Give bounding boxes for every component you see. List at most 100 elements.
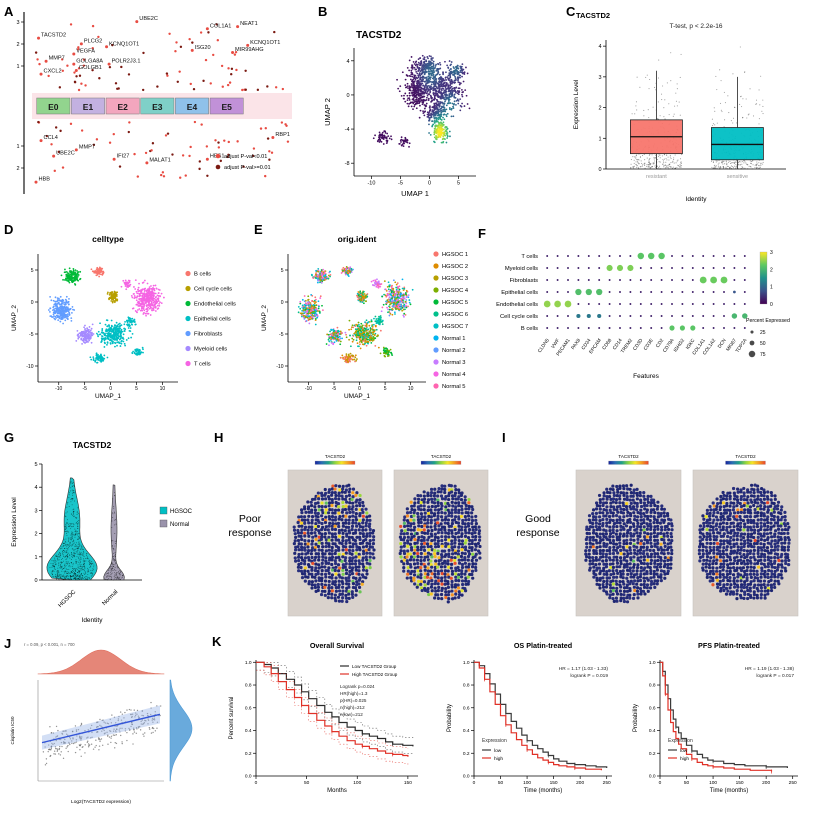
svg-text:0: 0 — [109, 386, 112, 392]
panel-A: A E0 E1 E2 E3 E4 E5 1 2 3 1 2 TACSTD2 PLCG2 UBE2C KCNQ… — [4, 4, 310, 204]
deg-significance-chart: E0 E1 E2 E3 E4 E5 1 2 3 1 2 TACSTD2 PLCG2 UBE2C KCNQ1O… — [4, 4, 310, 204]
svg-text:UMAP_1: UMAP_1 — [344, 393, 370, 400]
svg-text:TACSTD2: TACSTD2 — [41, 33, 66, 39]
svg-text:Fibroblasts: Fibroblasts — [194, 332, 222, 338]
svg-text:KCNQ1OT1: KCNQ1OT1 — [250, 40, 280, 46]
svg-text:1: 1 — [598, 136, 601, 142]
svg-text:VEGFA: VEGFA — [76, 49, 95, 55]
panel-B: B TACSTD2 -10 -5 0 5 -8 -4 0 4 UMAP 1 UMAP 2 — [318, 4, 488, 214]
svg-text:-10: -10 — [367, 181, 375, 187]
km-os-platin-chart: OS Platin-treated 0 50 100 150 200 250 0.0 0.2 0.… — [440, 634, 624, 812]
panel-K: K Overall Survival 0 50 100 150 0.0 0.2 0.4 0.6 0… — [212, 634, 812, 812]
svg-text:2: 2 — [16, 42, 19, 48]
svg-text:adjust P-val<0.01: adjust P-val<0.01 — [224, 154, 267, 160]
svg-text:-5: -5 — [29, 332, 34, 338]
panel-G: G TACSTD2 0 1 2 3 4 5 HGSOC Normal Identity Expres… — [4, 430, 212, 632]
svg-text:T-test, p < 2.2e-16: T-test, p < 2.2e-16 — [670, 23, 723, 30]
svg-text:E1: E1 — [83, 102, 94, 112]
svg-text:5: 5 — [457, 181, 460, 187]
svg-text:-5: -5 — [82, 386, 87, 392]
svg-text:3: 3 — [16, 20, 19, 26]
svg-text:MALAT1: MALAT1 — [149, 157, 170, 163]
svg-text:-10: -10 — [55, 386, 62, 392]
svg-text:Myeloid cells: Myeloid cells — [194, 347, 227, 353]
svg-text:UMAP 2: UMAP 2 — [323, 98, 332, 126]
svg-text:GOLGB1: GOLGB1 — [79, 65, 102, 71]
svg-text:-5: -5 — [279, 332, 284, 338]
svg-text:COL1A1: COL1A1 — [210, 23, 231, 29]
svg-text:0: 0 — [346, 93, 349, 99]
svg-text:-4: -4 — [345, 127, 350, 133]
svg-text:NEAT1: NEAT1 — [240, 21, 258, 27]
svg-text:0: 0 — [428, 181, 431, 187]
marker-dotplot-chart: T cells Myeloid cells Fibroblasts Epithelia… — [478, 226, 812, 416]
svg-text:ISG20: ISG20 — [195, 45, 211, 51]
svg-text:UMAP_2: UMAP_2 — [261, 305, 268, 331]
panel-D: D celltype -10 -5 0 5 10 -10 -5 0 5 UMAP_1 UMAP_2 B … — [4, 222, 252, 420]
svg-text:adjust P-val>=0.01: adjust P-val>=0.01 — [224, 165, 271, 171]
svg-text:0: 0 — [598, 167, 601, 173]
svg-text:5: 5 — [384, 386, 387, 392]
panel-I: I Good response TACSTD2 TACSTD2 — [502, 430, 812, 632]
svg-text:resistant: resistant — [646, 174, 667, 180]
panel-label-d: D — [4, 222, 14, 237]
svg-text:POLR2J3.1: POLR2J3.1 — [112, 59, 141, 65]
svg-text:-10: -10 — [276, 364, 283, 370]
umap-celltype-chart: celltype -10 -5 0 5 10 -10 -5 0 5 UMAP_1 UMAP_2 B ce… — [4, 222, 252, 420]
correlation-scatter-chart: r = 0.09, p < 0.001, n = 700 Log2(TACSTD2… — [4, 636, 208, 811]
panel-label-a: A — [4, 4, 14, 19]
svg-text:KCNQ1OT1: KCNQ1OT1 — [109, 41, 139, 47]
panel-label-h: H — [214, 430, 224, 445]
svg-text:Cell cycle cells: Cell cycle cells — [194, 287, 232, 293]
svg-text:UMAP_1: UMAP_1 — [95, 393, 121, 400]
svg-text:CXCL2: CXCL2 — [44, 69, 62, 75]
panel-label-i: I — [502, 430, 506, 445]
svg-text:PLCG2: PLCG2 — [84, 38, 102, 44]
svg-text:-5: -5 — [332, 386, 337, 392]
svg-text:-10: -10 — [26, 364, 33, 370]
svg-text:TACSTD2: TACSTD2 — [356, 30, 402, 41]
svg-text:CCL4: CCL4 — [44, 135, 58, 141]
boxplot-chart: TACSTD2 T-test, p < 2.2e-16 0 1 2 3 4 Identity E… — [566, 4, 812, 209]
svg-text:UBE2C: UBE2C — [56, 151, 75, 157]
svg-text:celltype: celltype — [92, 234, 124, 244]
svg-text:0: 0 — [281, 300, 284, 306]
svg-text:RBP1: RBP1 — [275, 132, 290, 138]
svg-text:3: 3 — [598, 75, 601, 81]
svg-text:E0: E0 — [48, 102, 59, 112]
panel-label-j: J — [4, 636, 12, 651]
svg-text:Endothelial cells: Endothelial cells — [194, 302, 236, 308]
svg-text:E5: E5 — [221, 102, 232, 112]
violin-chart: TACSTD2 0 1 2 3 4 5 HGSOC Normal Identity Expressi… — [4, 430, 212, 632]
svg-text:E2: E2 — [117, 102, 128, 112]
svg-text:B cells: B cells — [194, 272, 211, 278]
svg-text:0: 0 — [358, 386, 361, 392]
spatial-poor-response-chart: Poor response TACSTD2 TACSTD2 — [214, 430, 502, 632]
svg-text:2: 2 — [16, 166, 19, 172]
svg-text:-10: -10 — [305, 386, 312, 392]
svg-text:Expression Level: Expression Level — [573, 79, 580, 129]
panel-J: J r = 0.09, p < 0.001, n = 700 Log2(TACST… — [4, 636, 208, 811]
panel-H: H Poor response TACSTD2 TACSTD2 — [214, 430, 502, 632]
panel-label-g: G — [4, 430, 15, 445]
panel-F: F T cells Myeloid cells Fibroblasts Epithel… — [478, 226, 812, 416]
svg-text:UMAP 1: UMAP 1 — [401, 189, 429, 198]
spatial-good-response-chart: Good response TACSTD2 TACSTD2 — [502, 430, 812, 632]
umap-feature-chart: TACSTD2 -10 -5 0 5 -8 -4 0 4 UMAP 1 UMAP 2 — [318, 4, 488, 214]
svg-text:E3: E3 — [152, 102, 163, 112]
panel-label-e: E — [254, 222, 263, 237]
svg-text:Identity: Identity — [686, 196, 708, 203]
km-pfs-platin-chart: PFS Platin-treated 0 50 100 150 200 250 0.0 0.2 0… — [626, 634, 810, 812]
km-overall-survival-chart: Overall Survival 0 50 100 150 0.0 0.2 0.4 0.6 0.8… — [222, 634, 430, 812]
svg-text:2: 2 — [598, 106, 601, 112]
panel-label-b: B — [318, 4, 328, 19]
svg-text:1: 1 — [16, 144, 19, 150]
panel-C: C TACSTD2 T-test, p < 2.2e-16 0 1 2 3 4 Identit… — [566, 4, 812, 209]
umap-origident-chart: orig.ident -10 -5 0 5 10 -10 -5 0 5 UMAP_1 UMAP_2 HG… — [254, 222, 494, 420]
svg-text:HBB: HBB — [39, 177, 51, 183]
svg-text:5: 5 — [281, 268, 284, 274]
svg-text:IFI27: IFI27 — [117, 154, 130, 160]
svg-text:5: 5 — [31, 268, 34, 274]
panel-label-c: C — [566, 4, 576, 19]
